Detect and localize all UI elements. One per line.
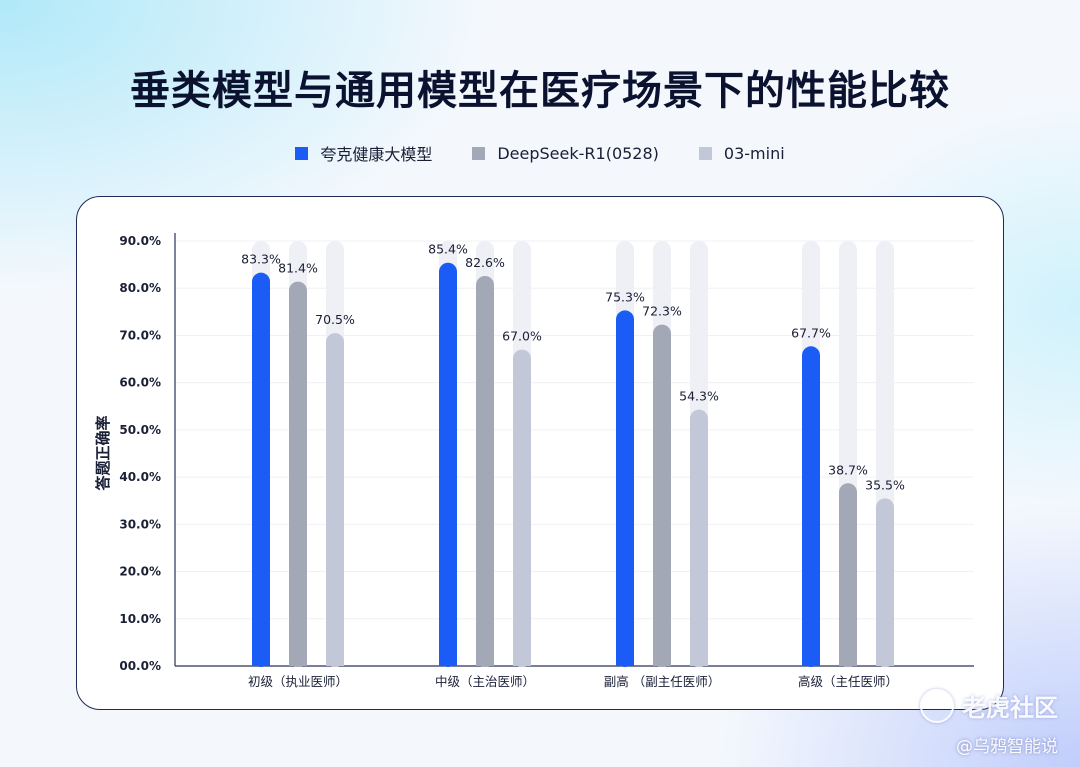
watermark-logo-icon <box>920 688 954 723</box>
x-category-label: 初级（执业医师） <box>248 674 348 689</box>
y-tick-label: 20.0% <box>119 565 161 579</box>
bar-base <box>476 656 494 666</box>
y-axis-label: 答题正确率 <box>94 415 112 490</box>
bar-base <box>326 656 344 666</box>
watermark-logo: 老虎社区 <box>920 688 1058 723</box>
y-tick-label: 00.0% <box>119 659 161 673</box>
bar <box>289 281 307 667</box>
bar-base <box>839 656 857 666</box>
y-tick-label: 90.0% <box>119 234 161 248</box>
data-label: 81.4% <box>278 261 318 276</box>
data-label: 82.6% <box>465 255 505 270</box>
bar-base <box>513 656 531 666</box>
data-label: 83.3% <box>241 252 281 267</box>
chart-card: 00.0% 10.0% 20.0% 30.0% 40.0% 50.0% 60.0% 70.0%… <box>76 196 1004 710</box>
bar-base <box>653 656 671 666</box>
bar <box>252 272 270 667</box>
bar <box>839 483 857 667</box>
data-label: 54.3% <box>679 389 719 404</box>
y-tick-label: 80.0% <box>119 281 161 295</box>
data-label: 67.0% <box>502 329 542 344</box>
y-tick-label: 50.0% <box>119 423 161 437</box>
watermark-logo-text: 老虎社区 <box>962 694 1058 722</box>
bar-chart: 00.0% 10.0% 20.0% 30.0% 40.0% 50.0% 60.0% 70.0%… <box>94 233 974 689</box>
legend-item-quark: 夸克健康大模型 <box>295 141 432 165</box>
data-label: 85.4% <box>428 242 468 257</box>
bar-base <box>690 656 708 666</box>
bar <box>326 333 344 667</box>
data-label: 35.5% <box>865 477 905 492</box>
bar-base <box>876 656 894 666</box>
legend-swatch-quark <box>295 146 309 160</box>
legend-item-o3mini: 03-mini <box>698 143 785 163</box>
legend-swatch-o3mini <box>698 146 712 160</box>
bar-base <box>616 656 634 666</box>
legend-label-deepseek: DeepSeek-R1(0528) <box>497 143 659 163</box>
bar <box>439 262 457 667</box>
legend-item-deepseek: DeepSeek-R1(0528) <box>472 144 659 163</box>
bar <box>690 409 708 667</box>
bar-base <box>802 656 820 666</box>
chart-legend: 夸克健康大模型 DeepSeek-R1(0528) 03-mini <box>0 142 1080 164</box>
bar-base <box>439 656 457 666</box>
x-category-label: 副高 （副主任医师） <box>604 674 720 689</box>
y-tick-label: 70.0% <box>119 328 161 342</box>
data-label: 67.7% <box>791 325 831 340</box>
legend-label-quark: 夸克健康大模型 <box>320 145 433 164</box>
bar-base <box>252 656 270 666</box>
data-label: 70.5% <box>315 312 355 327</box>
data-label: 72.3% <box>642 304 682 319</box>
bar-base <box>289 656 307 666</box>
bar <box>876 498 894 667</box>
y-tick-label: 30.0% <box>119 517 161 531</box>
bar <box>616 310 634 667</box>
x-category-label: 高级（主任医师） <box>798 674 898 689</box>
bar <box>476 275 494 667</box>
data-label: 75.3% <box>605 289 645 304</box>
y-tick-label: 40.0% <box>119 470 161 484</box>
watermark-credit: @乌鸦智能说 <box>956 737 1058 757</box>
bar <box>513 349 531 667</box>
bar <box>653 324 671 667</box>
y-tick-label: 10.0% <box>119 612 161 626</box>
legend-label-o3mini: 03-mini <box>723 143 785 163</box>
y-tick-label: 60.0% <box>119 376 161 390</box>
x-category-label: 中级（主治医师） <box>435 674 535 689</box>
legend-swatch-deepseek <box>472 146 486 160</box>
bar <box>802 346 820 667</box>
data-label: 38.7% <box>828 462 868 477</box>
chart-title: 垂类模型与通用模型在医疗场景下的性能比较 <box>130 68 950 114</box>
